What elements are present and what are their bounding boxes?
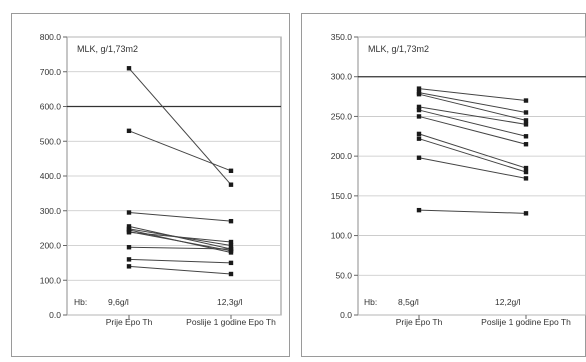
hb-label: Hb: [364,297,377,307]
data-point [126,210,132,215]
data-point [523,98,529,103]
data-point [416,136,422,141]
x-tick-label: Poslije 1 godine Epo Th [481,317,571,327]
data-point [523,118,529,123]
series-line [128,225,232,250]
y-tick-label: 0.0 [49,310,61,320]
data-point [126,257,132,262]
data-point [523,211,529,216]
data-point [228,246,234,252]
series-line [418,88,527,102]
series-line [418,109,527,137]
series-line [128,231,232,243]
data-point [523,142,529,147]
data-point [126,245,132,250]
hb-value: 9,6g/l [108,297,129,307]
data-point [523,169,529,175]
data-point [416,104,422,110]
data-point [416,107,422,113]
series-line [418,209,527,214]
data-point [126,66,132,71]
y-tick-label: 300.0 [331,72,353,82]
x-tick-label: Poslije 1 godine Epo Th [186,317,276,327]
data-point [228,168,234,173]
series-line [418,93,527,121]
data-point [523,122,529,127]
data-point [228,218,234,224]
chart-left-svg: 0.0 100.0 200.0 300.0 400.0 500.0 600.0 700.0 80… [11,13,290,357]
series-line [418,106,527,125]
y-tick-label: 700.0 [40,67,62,77]
data-point [228,271,234,277]
y-tick-label: 100.0 [331,231,353,241]
y-tick-label: 800.0 [40,32,62,42]
series-line [128,67,232,186]
plot-area [357,36,586,316]
series-line [418,138,527,173]
data-point [228,243,234,248]
data-point [523,165,529,171]
chart-left: 0.0 100.0 200.0 300.0 400.0 500.0 600.0 700.0 80… [11,13,290,357]
data-point [228,260,234,266]
data-point [523,134,529,139]
y-tick-label: 200.0 [40,241,62,251]
y-tick-label: 0.0 [340,310,352,320]
y-tick-label: 300.0 [40,206,62,216]
series-line [418,157,527,179]
data-point [416,91,422,97]
hb-value: 8,5g/l [398,297,419,307]
series-line [128,130,232,172]
data-point [523,176,529,181]
chart-right-svg: 0.0 50.0 100.0 150.0 200.0 250.0 300.0 350.0 Pri… [301,13,586,357]
y-tick-label: 250.0 [331,111,353,121]
data-point [416,131,422,137]
hb-value: 12,2g/l [495,297,521,307]
chart-annotation: MLK, g/1,73m2 [77,44,138,54]
series-line [418,133,527,169]
series-line [128,211,232,222]
series-line [128,231,232,252]
data-point [416,155,422,160]
y-tick-label: 50.0 [335,270,352,280]
series-line [128,246,232,250]
data-point [416,207,422,213]
series-line [128,258,232,264]
data-point [416,114,422,119]
hb-value: 12,3g/l [217,297,243,307]
series-line [418,92,527,113]
data-point [126,128,132,134]
data-point [416,86,422,91]
series-line [128,265,232,275]
data-point [228,182,234,187]
y-tick-label: 400.0 [40,171,62,181]
data-point [228,239,234,245]
y-tick-label: 600.0 [40,102,62,112]
y-tick-label: 100.0 [40,275,62,285]
y-tick-label: 500.0 [40,136,62,146]
x-tick-label: Prije Epo Th [106,317,153,327]
y-tick-label: 350.0 [331,32,353,42]
hb-label: Hb: [74,297,87,307]
data-point [126,230,132,235]
chart-annotation: MLK, g/1,73m2 [368,44,429,54]
chart-right: 0.0 50.0 100.0 150.0 200.0 250.0 300.0 350.0 Pri… [301,13,586,357]
y-tick-label: 150.0 [331,191,353,201]
series-line [418,115,527,145]
data-point [126,224,132,229]
x-tick-label: Prije Epo Th [396,317,443,327]
y-tick-label: 200.0 [331,151,353,161]
data-point [126,264,132,269]
data-point [523,110,529,115]
